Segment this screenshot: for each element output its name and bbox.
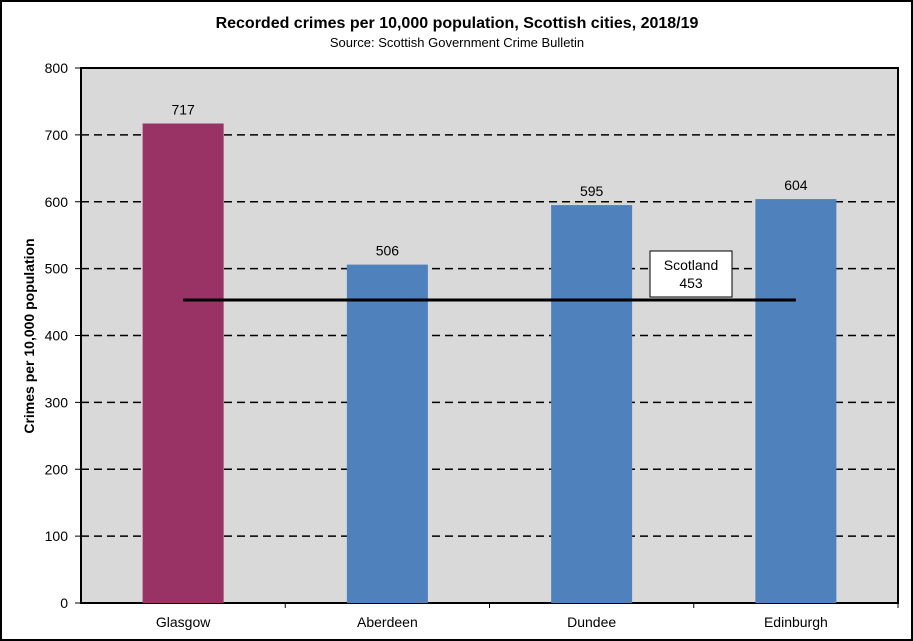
scotland-label-name: Scotland	[664, 257, 718, 273]
y-tick-label: 600	[45, 194, 69, 210]
bar-aberdeen	[346, 264, 428, 603]
bar-edinburgh	[755, 199, 837, 603]
y-axis-label: Crimes per 10,000 population	[21, 238, 37, 433]
y-tick-label: 300	[45, 394, 69, 410]
chart-title: Recorded crimes per 10,000 population, S…	[216, 15, 699, 32]
x-tick-label: Edinburgh	[764, 614, 828, 630]
x-tick-label: Glasgow	[156, 614, 211, 630]
x-tick-label: Dundee	[567, 614, 616, 630]
y-tick-label: 500	[45, 261, 69, 277]
y-tick-label: 0	[60, 595, 68, 611]
x-tick-label: Aberdeen	[357, 614, 418, 630]
scotland-label-box	[649, 250, 733, 298]
data-label: 506	[376, 243, 400, 259]
data-label: 595	[580, 183, 604, 199]
bar-glasgow	[142, 123, 224, 603]
y-tick-label: 800	[45, 60, 69, 76]
y-tick-label: 100	[45, 528, 69, 544]
y-tick-label: 200	[45, 461, 69, 477]
scotland-label-value: 453	[679, 275, 703, 291]
data-label: 604	[784, 177, 808, 193]
data-label: 717	[171, 102, 195, 118]
chart-subtitle: Source: Scottish Government Crime Bullet…	[330, 35, 584, 50]
bar-dundee	[551, 205, 633, 603]
y-tick-label: 700	[45, 127, 69, 143]
y-tick-label: 400	[45, 328, 69, 344]
